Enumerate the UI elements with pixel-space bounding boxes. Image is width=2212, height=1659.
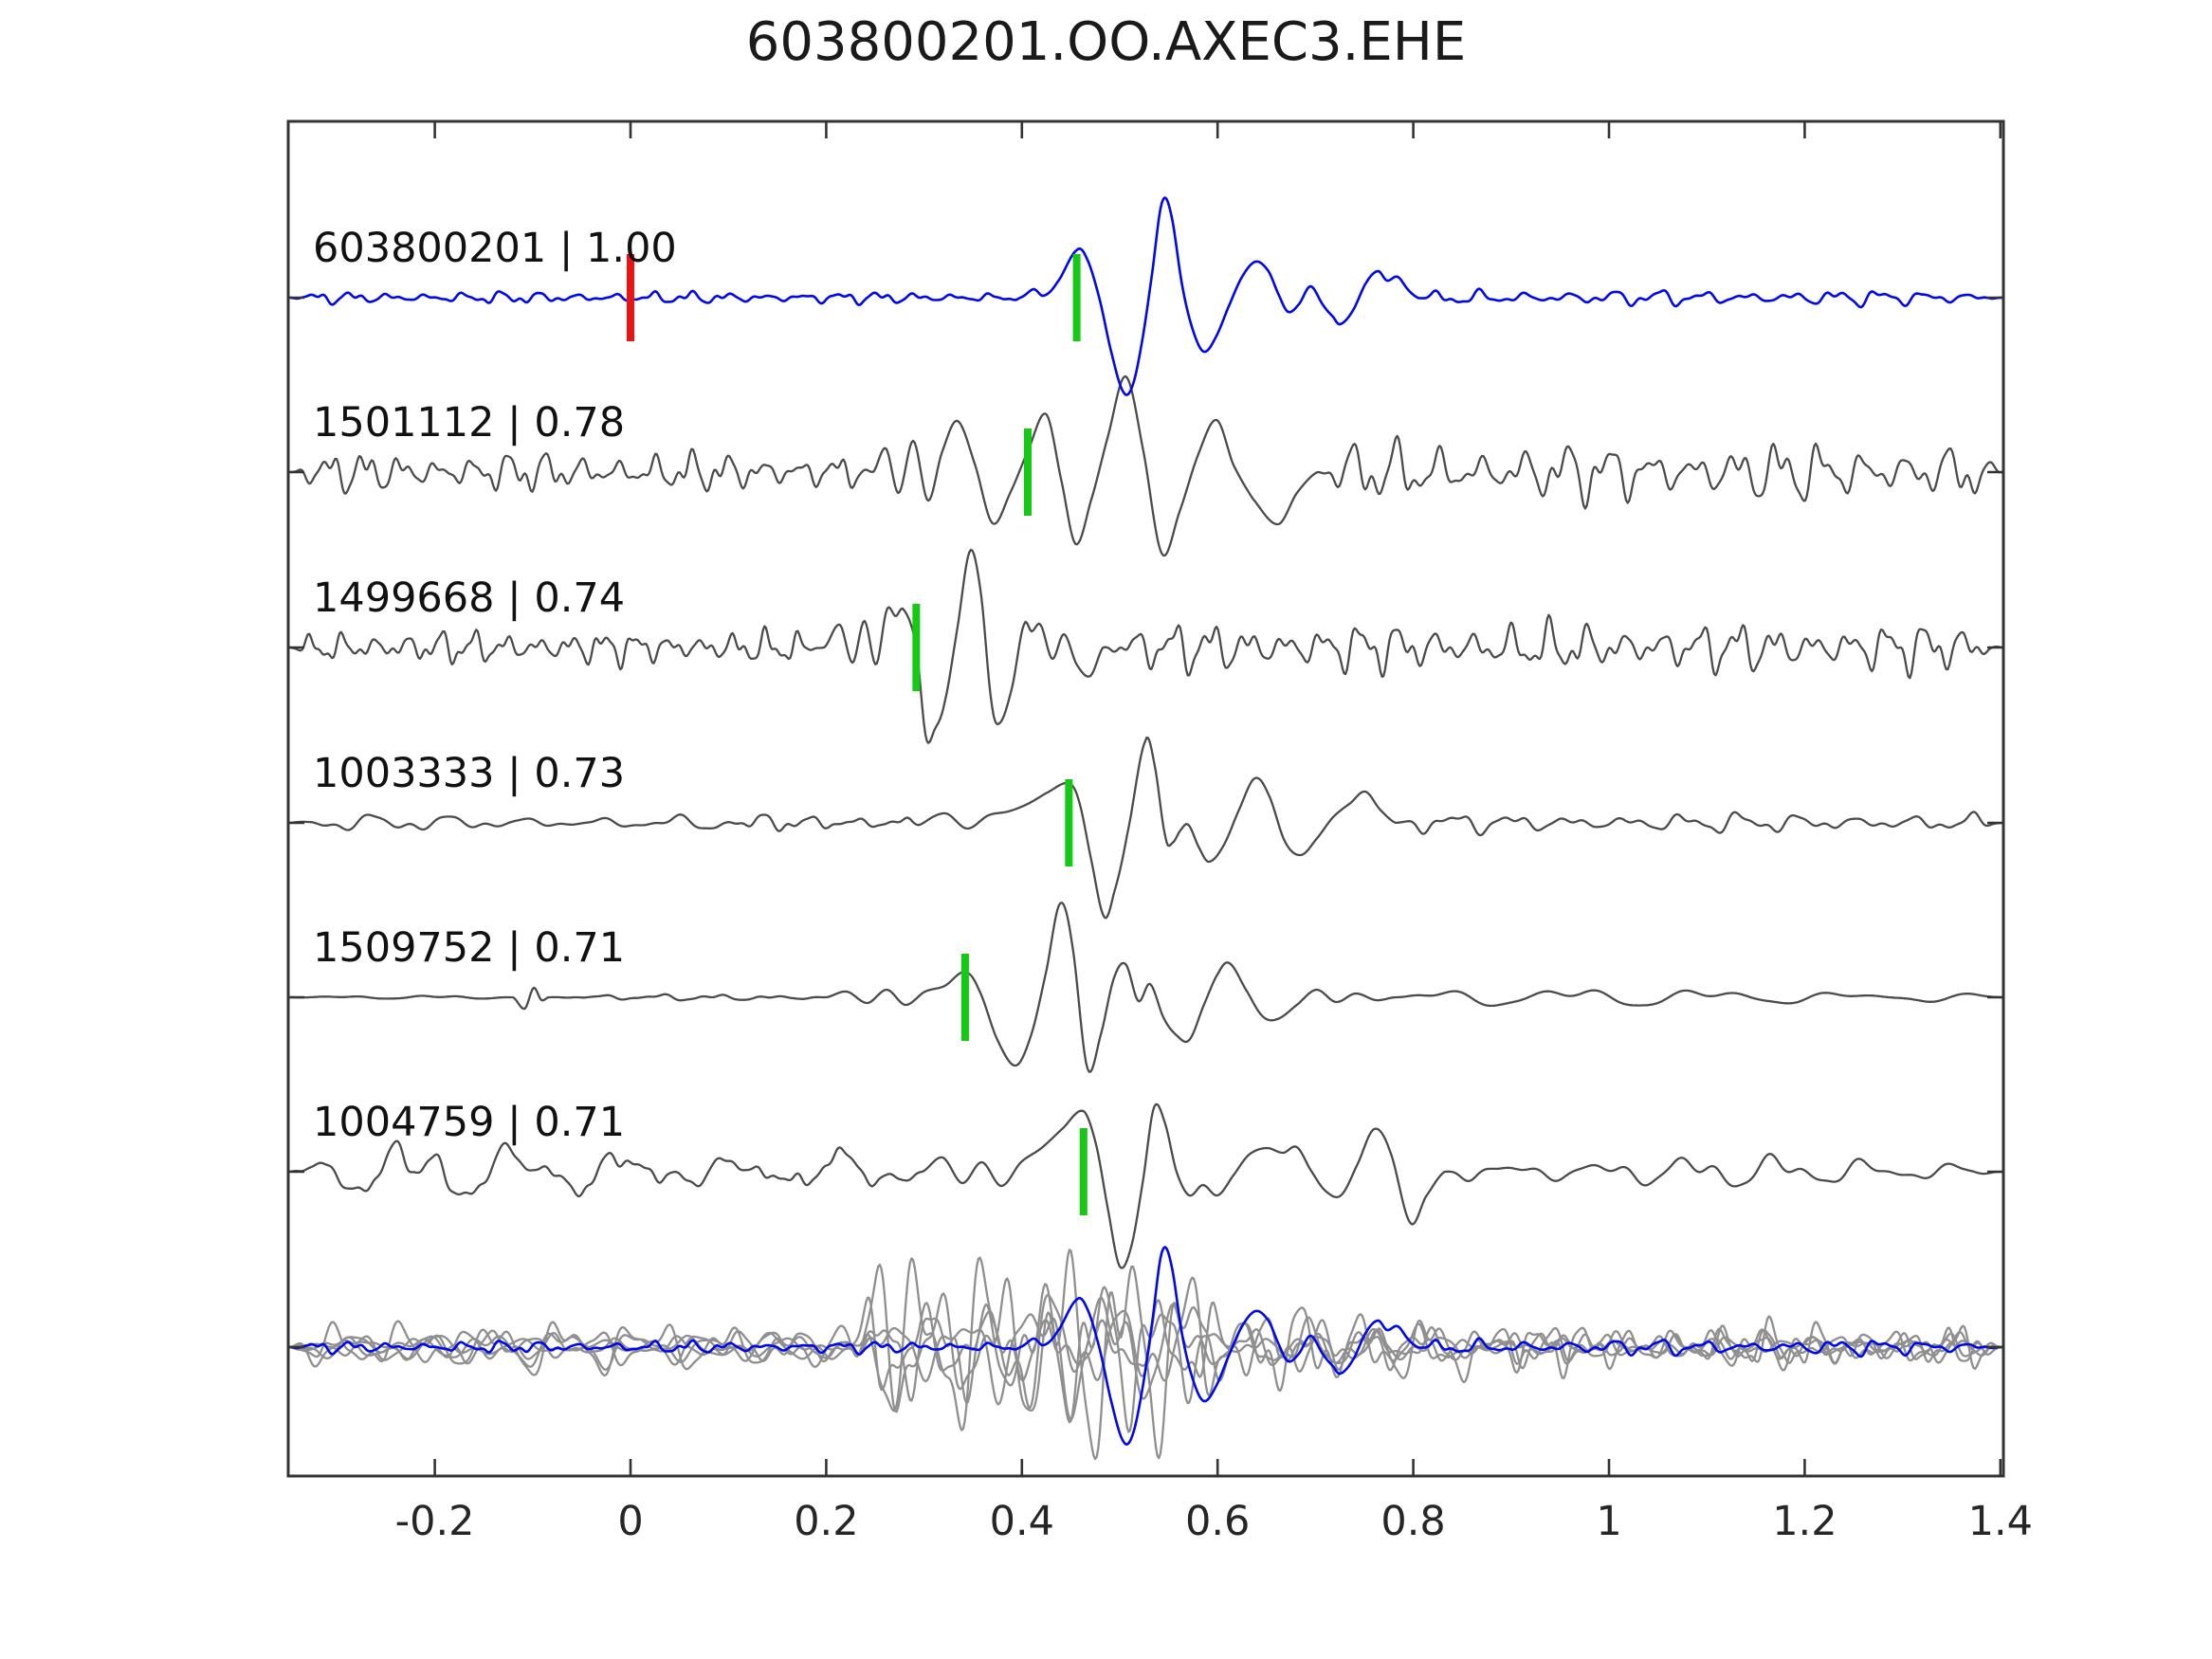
x-tick-label: 0	[617, 1498, 644, 1545]
trace-label-detection-3: 1003333 | 0.73	[313, 750, 626, 797]
page-title: 603800201.OO.AXEC3.EHE	[745, 11, 1467, 73]
waveform-1501112	[288, 374, 2003, 557]
detection-pick-marker	[912, 604, 921, 691]
x-tick-label: -0.2	[394, 1498, 475, 1545]
x-tick-label: 0.2	[794, 1498, 859, 1545]
waveform-1509752	[288, 902, 2003, 1073]
detection-pick-marker	[1065, 779, 1073, 866]
waveform-1499668	[288, 548, 2003, 744]
waveform-stack-detection-4	[288, 1296, 2003, 1421]
x-tick-label: 0.4	[989, 1498, 1054, 1545]
waveform-603800201	[288, 196, 2003, 396]
waveform-1004759	[288, 1103, 2003, 1269]
axes-frame	[286, 119, 2005, 1478]
waveform-stack-template	[288, 1246, 2003, 1446]
x-tick-label: 1	[1596, 1498, 1622, 1545]
waveform-stack-detection-3	[288, 1283, 2003, 1433]
trace-label-detection-5: 1004759 | 0.71	[313, 1099, 626, 1146]
trace-label-detection-4: 1509752 | 0.71	[313, 924, 626, 972]
trace-label-detection-2: 1499668 | 0.74	[313, 574, 626, 622]
detection-pick-marker	[1079, 1128, 1088, 1215]
x-tick-label: 1.4	[1967, 1498, 2033, 1545]
trace-label-template: 603800201 | 1.00	[313, 225, 677, 272]
waveform-1003333	[288, 736, 2003, 920]
template-pick-marker	[627, 254, 634, 341]
waveform-stack-detection-1	[288, 1249, 2003, 1461]
detection-pick-marker	[960, 954, 969, 1041]
x-tick-label: 1.2	[1772, 1498, 1837, 1545]
detection-pick-marker	[1023, 428, 1032, 516]
trace-label-detection-1: 1501112 | 0.78	[313, 399, 626, 447]
x-tick-label: 0.8	[1380, 1498, 1446, 1545]
x-tick-label: 0.6	[1184, 1498, 1251, 1545]
detection-pick-marker	[1072, 254, 1081, 341]
waveform-group	[288, 196, 2003, 1461]
